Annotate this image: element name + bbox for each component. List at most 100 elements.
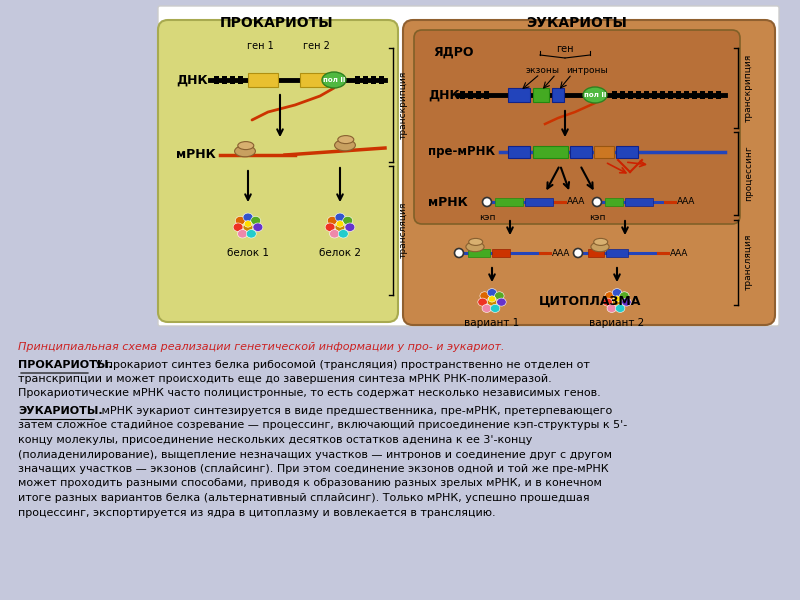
Text: ген 1: ген 1 <box>246 41 274 51</box>
Ellipse shape <box>250 217 261 225</box>
Ellipse shape <box>336 221 344 227</box>
Ellipse shape <box>338 136 354 143</box>
Text: затем сложное стадийное созревание — процессинг, включающий присоединение кэп-ст: затем сложное стадийное созревание — про… <box>18 421 627 431</box>
Text: трансляция: трансляция <box>744 234 753 290</box>
Text: пре-мРНК: пре-мРНК <box>428 145 495 158</box>
Text: белок 1: белок 1 <box>227 248 269 258</box>
Bar <box>708 91 713 99</box>
Text: ген: ген <box>556 44 574 54</box>
Bar <box>508 88 530 102</box>
Ellipse shape <box>488 296 496 302</box>
Ellipse shape <box>615 304 625 313</box>
Text: мРНК эукариот синтезируется в виде предшественника, пре-мРНК, претерпевающего: мРНК эукариот синтезируется в виде предш… <box>98 406 612 416</box>
Bar <box>644 91 649 99</box>
Bar <box>605 198 623 206</box>
Ellipse shape <box>478 298 487 306</box>
Text: ДНК: ДНК <box>176 73 208 86</box>
Text: ЭУКАРИОТЫ: ЭУКАРИОТЫ <box>526 16 627 30</box>
Ellipse shape <box>583 87 607 103</box>
Bar <box>379 76 384 84</box>
Bar <box>652 91 657 99</box>
Ellipse shape <box>594 238 608 245</box>
Ellipse shape <box>466 242 484 252</box>
Text: кэп: кэп <box>478 213 495 222</box>
Ellipse shape <box>234 146 255 157</box>
Bar <box>508 146 530 158</box>
Ellipse shape <box>607 304 617 313</box>
Ellipse shape <box>325 223 335 232</box>
Bar <box>676 91 681 99</box>
Ellipse shape <box>238 142 254 149</box>
Bar <box>248 73 278 87</box>
Text: вариант 1: вариант 1 <box>464 318 520 328</box>
Bar <box>222 76 227 84</box>
Text: мРНК: мРНК <box>176 148 216 161</box>
FancyBboxPatch shape <box>403 20 775 325</box>
Bar <box>492 249 510 257</box>
Text: ААА: ААА <box>567 197 586 206</box>
Ellipse shape <box>327 217 338 225</box>
Bar <box>716 91 721 99</box>
Ellipse shape <box>480 292 490 300</box>
Ellipse shape <box>345 223 355 232</box>
Ellipse shape <box>338 230 348 238</box>
Text: ЯДРО: ЯДРО <box>433 46 474 59</box>
Text: ДНК: ДНК <box>428 88 460 101</box>
Text: процессинг, экспортируется из ядра в цитоплазму и вовлекается в трансляцию.: процессинг, экспортируется из ядра в цит… <box>18 508 496 517</box>
Text: концу молекулы, присоединение нескольких десятков остатков аденина к ее 3'-концу: концу молекулы, присоединение нескольких… <box>18 435 532 445</box>
Ellipse shape <box>246 230 256 238</box>
Text: (полиаденилирование), выщепление незначащих участков — интронов и соединение дру: (полиаденилирование), выщепление незнача… <box>18 449 612 460</box>
Bar <box>484 91 489 99</box>
Text: ген 2: ген 2 <box>302 41 330 51</box>
Ellipse shape <box>490 304 500 313</box>
Bar <box>570 146 592 158</box>
Ellipse shape <box>469 238 482 245</box>
Bar <box>460 91 465 99</box>
Bar <box>552 88 564 102</box>
Ellipse shape <box>238 230 247 238</box>
Ellipse shape <box>591 242 609 252</box>
Bar <box>594 146 614 158</box>
Bar <box>214 76 219 84</box>
Ellipse shape <box>593 197 602 206</box>
Ellipse shape <box>342 217 353 225</box>
Bar <box>620 91 625 99</box>
Bar <box>700 91 705 99</box>
Bar <box>692 91 697 99</box>
Ellipse shape <box>253 223 263 232</box>
Bar <box>230 76 235 84</box>
Text: интроны: интроны <box>566 66 608 75</box>
Text: значащих участков — экзонов (сплайсинг). При этом соединение экзонов одной и той: значащих участков — экзонов (сплайсинг).… <box>18 464 609 474</box>
Ellipse shape <box>487 289 497 296</box>
Text: ПРОКАРИОТЫ: ПРОКАРИОТЫ <box>220 16 334 30</box>
Bar <box>363 76 368 84</box>
Text: белок 2: белок 2 <box>319 248 361 258</box>
Text: пол II: пол II <box>323 77 345 83</box>
Text: ЭУКАРИОТЫ.: ЭУКАРИОТЫ. <box>18 406 102 416</box>
Text: вариант 2: вариант 2 <box>590 318 645 328</box>
Ellipse shape <box>603 298 612 306</box>
Bar <box>495 198 523 206</box>
Bar <box>660 91 665 99</box>
Bar <box>616 146 638 158</box>
Ellipse shape <box>330 230 339 238</box>
Text: ААА: ААА <box>552 248 570 257</box>
Bar <box>684 91 689 99</box>
Text: ААА: ААА <box>677 197 695 206</box>
Bar <box>468 91 473 99</box>
Ellipse shape <box>233 223 243 232</box>
Ellipse shape <box>482 197 491 206</box>
Bar <box>468 249 490 257</box>
Text: экзоны: экзоны <box>526 66 560 75</box>
Bar <box>612 91 617 99</box>
Bar <box>588 249 604 257</box>
Bar <box>636 91 641 99</box>
Bar <box>606 249 628 257</box>
Ellipse shape <box>620 292 629 300</box>
Ellipse shape <box>494 292 504 300</box>
Bar <box>668 91 673 99</box>
Ellipse shape <box>335 213 345 221</box>
FancyBboxPatch shape <box>158 20 398 322</box>
Text: мРНК: мРНК <box>428 196 468 208</box>
Text: транскрипции и может происходить еще до завершения синтеза мРНК РНК-полимеразой.: транскрипции и может происходить еще до … <box>18 374 552 384</box>
